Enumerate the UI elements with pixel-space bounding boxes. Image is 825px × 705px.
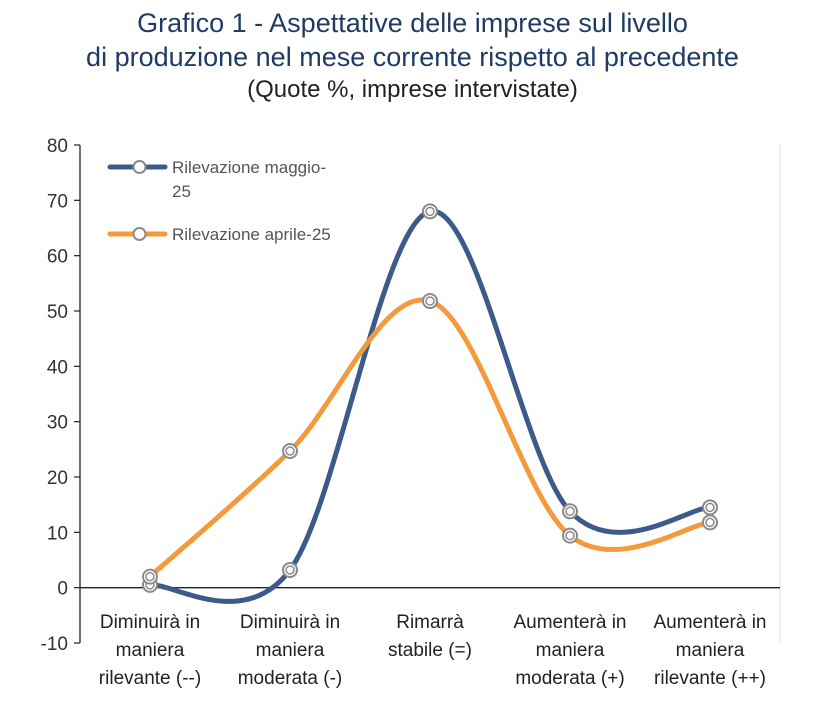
data-point-marker-inner (425, 206, 435, 217)
data-point-marker-inner (705, 517, 715, 528)
x-category-label-line: moderata (-) (238, 668, 343, 689)
legend-label-line: Rilevazione aprile-25 (172, 225, 331, 244)
x-category-label-line: maniera (676, 640, 745, 661)
chart-title-line-2: di produzione nel mese corrente rispetto… (86, 42, 739, 72)
x-category-label-line: maniera (536, 640, 605, 661)
data-point-marker-inner (565, 530, 575, 541)
y-tick-label: -10 (41, 634, 68, 655)
y-tick-label: 70 (47, 191, 68, 212)
x-category-label-line: rilevante (++) (654, 668, 766, 689)
x-category-label: Diminuirà in maniera rilevante (--) (99, 612, 201, 689)
y-tick-label: 0 (57, 579, 68, 600)
chart-title-line-1: Grafico 1 - Aspettative delle imprese su… (137, 8, 688, 38)
chart-title-block: Grafico 1 - Aspettative delle imprese su… (0, 6, 825, 106)
legend-label: Rilevazione maggio- 25 (172, 158, 326, 201)
data-point-marker-inner (565, 506, 575, 517)
y-tick-label: 10 (47, 523, 68, 544)
data-point-marker-inner (145, 571, 155, 582)
x-category-label-line: maniera (256, 640, 325, 661)
x-category-label: Aumenterà in maniera rilevante (++) (653, 612, 766, 689)
x-category-label: Rimarrà stabile (=) (388, 612, 472, 661)
x-category-label-line: Aumenterà in (653, 612, 766, 633)
y-tick-label: 40 (47, 357, 68, 378)
x-category-label: Aumenterà in maniera moderata (+) (513, 612, 626, 689)
y-tick-label: 30 (47, 413, 68, 434)
legend-label-line: 25 (172, 182, 191, 201)
x-category-label-line: Diminuirà in (240, 612, 340, 633)
x-category-label-line: maniera (116, 640, 185, 661)
x-category-label-line: rilevante (--) (99, 668, 201, 689)
y-tick-label: 50 (47, 302, 68, 323)
chart-subtitle: (Quote %, imprese intervistate) (247, 76, 578, 103)
data-point-marker-inner (285, 446, 295, 456)
x-category-label-line: Rimarrà (396, 612, 464, 633)
data-point-marker-inner (285, 565, 295, 575)
legend-marker (132, 160, 147, 174)
data-point-marker-inner (425, 296, 435, 306)
legend-label-line: Rilevazione maggio- (172, 158, 326, 177)
y-tick-label: 80 (47, 136, 68, 157)
x-category-label: Diminuirà in maniera moderata (-) (238, 612, 343, 689)
data-point-marker-inner (705, 502, 715, 513)
x-category-label-line: stabile (=) (388, 640, 472, 661)
legend-label: Rilevazione aprile-25 (172, 225, 331, 244)
x-category-label-line: moderata (+) (515, 668, 624, 689)
y-tick-label: 20 (47, 468, 68, 489)
series-line-maggio (147, 208, 713, 604)
legend-marker (132, 227, 147, 241)
x-category-label-line: Diminuirà in (100, 612, 200, 633)
series-line-aprile (147, 297, 713, 580)
y-tick-label: 60 (47, 247, 68, 268)
x-category-label-line: Aumenterà in (513, 612, 626, 633)
